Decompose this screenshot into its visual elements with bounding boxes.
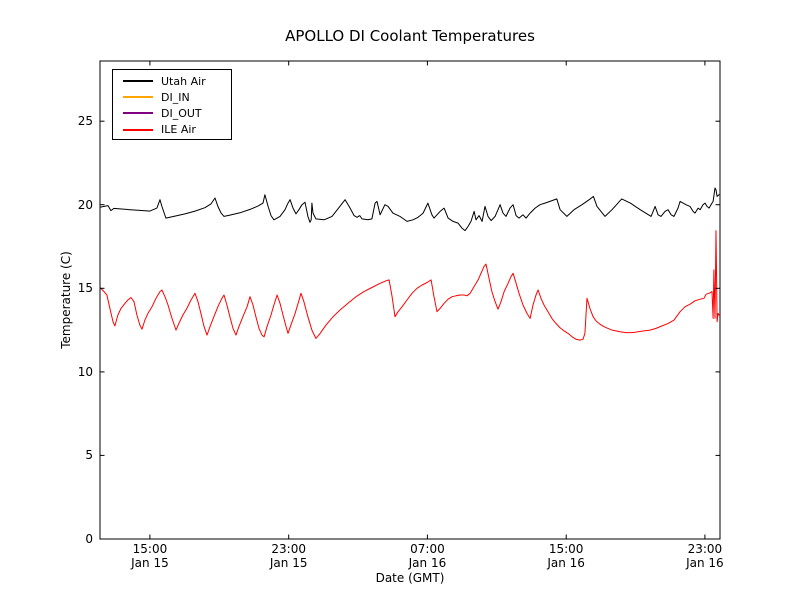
x-tick-date: Jan 15: [269, 555, 308, 570]
legend-label: DI_OUT: [161, 106, 202, 120]
x-tick-time: 23:00: [271, 542, 306, 556]
legend-label: Utah Air: [161, 74, 206, 88]
legend-entry-di-in: DI_IN: [113, 89, 231, 105]
y-tick-label: 5: [85, 448, 93, 463]
legend-line-sample: [123, 112, 153, 115]
plot-frame: [99, 60, 721, 540]
legend-line-sample: [123, 96, 153, 99]
x-tick-time: 23:00: [687, 542, 723, 556]
legend-line-sample: [123, 80, 153, 83]
y-tick-label: 25: [77, 114, 93, 129]
x-tick-label: 15:00 Jan 15: [108, 542, 192, 570]
x-tick-date: Jan 16: [408, 555, 447, 570]
legend-line-sample: [123, 128, 153, 131]
x-axis-label: Date (GMT): [375, 571, 445, 585]
x-tick-date: Jan 16: [686, 555, 724, 570]
x-tick-time: 15:00: [132, 542, 168, 556]
y-tick-label: 10: [77, 364, 93, 379]
x-tick-label: 23:00 Jan 16: [663, 542, 747, 570]
x-tick-date: Jan 16: [547, 555, 585, 570]
legend: Utah Air DI_IN DI_OUT ILE Air: [112, 69, 232, 140]
x-tick-time: 15:00: [548, 542, 584, 556]
series-line-ile-air: [99, 230, 720, 341]
y-axis-label: Temperature (C): [59, 251, 73, 349]
legend-entry-di-out: DI_OUT: [113, 105, 231, 121]
x-tick-label: 07:00 Jan 16: [385, 542, 469, 570]
legend-entry-ile-air: ILE Air: [113, 122, 231, 138]
legend-label: DI_IN: [161, 90, 190, 104]
legend-label: ILE Air: [161, 123, 196, 137]
y-tick-label: 0: [85, 532, 93, 546]
x-tick-date: Jan 15: [131, 555, 169, 570]
legend-entry-utah-air: Utah Air: [113, 73, 231, 89]
y-tick-label: 15: [77, 281, 93, 296]
y-tick-label: 20: [77, 197, 93, 212]
x-tick-label: 15:00 Jan 16: [524, 542, 608, 570]
series-line-utah-air: [99, 187, 720, 232]
x-tick-label: 23:00 Jan 15: [247, 542, 331, 570]
chart-title: APOLLO DI Coolant Temperatures: [285, 27, 535, 45]
x-tick-time: 07:00: [410, 542, 445, 556]
